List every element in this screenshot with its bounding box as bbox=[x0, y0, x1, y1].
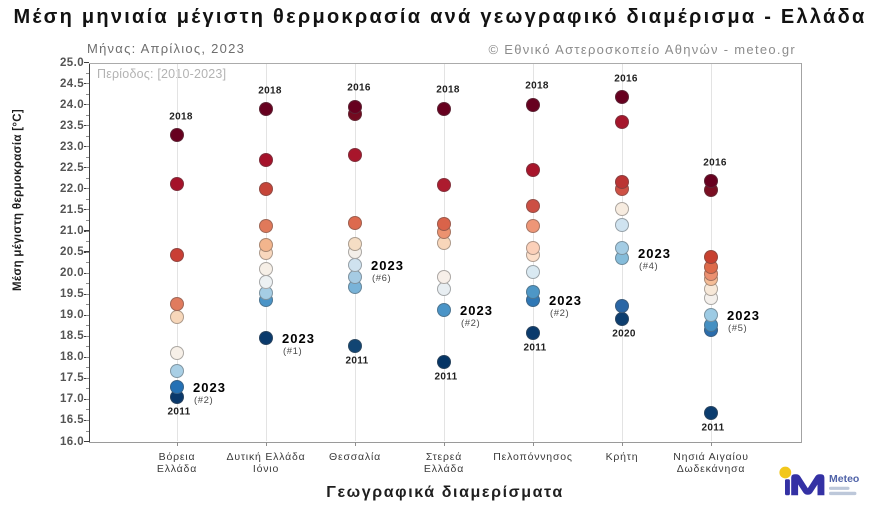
svg-text:Meteo: Meteo bbox=[829, 473, 859, 485]
